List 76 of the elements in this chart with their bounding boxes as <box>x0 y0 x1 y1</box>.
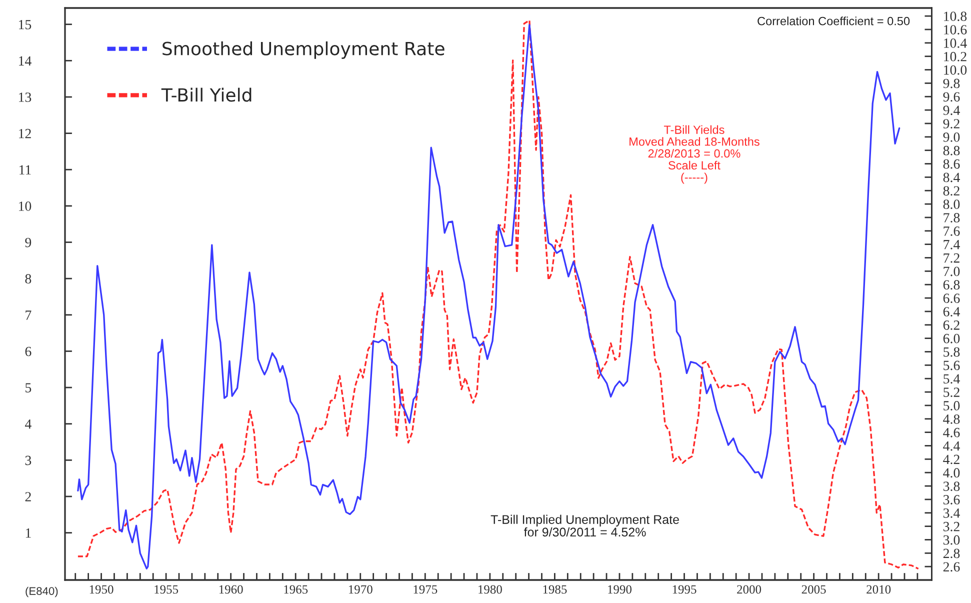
y-tick-label: 6 <box>25 346 32 356</box>
x-tick-label: 1995 <box>672 585 696 594</box>
y2-tick-label: 5.6 <box>944 360 960 370</box>
y-tick-label: 3 <box>25 456 32 466</box>
y-tick-label: 9 <box>25 238 32 248</box>
y2-tick-label: 9.8 <box>943 78 960 88</box>
y2-tick-label: 2.6 <box>943 562 960 572</box>
x-tick-label: 1970 <box>348 585 372 594</box>
x-tick-label: 1990 <box>608 585 632 594</box>
y-tick-label: 11 <box>20 165 31 174</box>
y2-tick-label: 9.0 <box>943 132 960 142</box>
y-tick-label: 4 <box>24 420 32 429</box>
y2-tick-label: 5.8 <box>944 347 960 357</box>
x-tick-label: 1985 <box>543 585 567 594</box>
y2-tick-label: 6.6 <box>943 294 960 304</box>
y-tick-label: 13 <box>19 92 32 102</box>
y2-tick-label: 9.4 <box>943 106 960 116</box>
y2-tick-label: 8.8 <box>943 146 960 156</box>
legend-label: Smoothed Unemployment Rate <box>162 41 444 59</box>
y2-tick-label: 5.2 <box>944 388 960 398</box>
y2-tick-label: 6.8 <box>943 280 960 290</box>
y2-tick-label: 6.4 <box>943 307 960 316</box>
y2-tick-label: 8.2 <box>943 186 960 196</box>
y2-tick-label: 8.4 <box>943 172 960 182</box>
y2-tick-label: 4.2 <box>943 454 960 464</box>
y2-tick-label: 10.2 <box>944 52 966 62</box>
legend-label: T-Bill Yield <box>161 88 252 102</box>
y-tick-label: 7 <box>26 310 32 320</box>
x-tick-label: 1960 <box>219 585 243 594</box>
x-tick-label: 1965 <box>284 585 308 594</box>
y2-tick-label: 4.8 <box>943 414 960 424</box>
y2-tick-label: 3.6 <box>943 495 960 504</box>
y2-tick-label: 4.0 <box>943 468 960 478</box>
x-tick-label: 1980 <box>478 585 502 594</box>
y2-tick-label: 3.8 <box>943 482 960 492</box>
y2-tick-label: 9.2 <box>943 119 960 128</box>
y2-tick-label: 4.6 <box>943 428 960 438</box>
y2-tick-label: 6.2 <box>943 320 960 330</box>
y2-tick-label: 3.4 <box>943 508 960 518</box>
y2-tick-label: 10.8 <box>944 12 967 22</box>
annotation: Correlation Coefficient = 0.50 <box>758 16 910 26</box>
y2-tick-label: 6.0 <box>943 334 960 344</box>
y-tick-label: 12 <box>19 128 31 138</box>
y2-tick-label: 7.6 <box>944 226 960 236</box>
y-tick-label: 10 <box>19 202 32 211</box>
text: (E840) <box>26 586 58 598</box>
y2-tick-label: 10.6 <box>944 25 967 34</box>
x-tick-label: 2000 <box>737 585 762 594</box>
y-tick-label: 1 <box>26 528 31 538</box>
y2-tick-label: 4.4 <box>943 441 960 451</box>
y-tick-label: 5 <box>26 383 32 392</box>
y2-tick-label: 5.4 <box>944 374 960 384</box>
y-tick-label: 15 <box>19 20 32 30</box>
y-tick-label: 8 <box>25 274 32 284</box>
y2-tick-label: 9.6 <box>943 92 960 102</box>
x-tick-label: 2010 <box>866 585 891 594</box>
x-tick-label: 1955 <box>154 585 178 594</box>
x-tick-label: 2005 <box>802 585 826 594</box>
y2-tick-label: 10.4 <box>944 38 967 48</box>
y2-tick-label: 2.8 <box>943 548 960 558</box>
y2-tick-label: 5.0 <box>944 401 960 410</box>
y2-tick-label: 3.0 <box>943 535 960 545</box>
x-tick-label: 1950 <box>90 585 114 594</box>
x-tick-label: 1975 <box>414 585 438 594</box>
y2-tick-label: 7.2 <box>944 253 960 263</box>
y-tick-label: 14 <box>19 56 32 66</box>
annotation: T-Bill Implied Unemployment Rate for 9/30/2011 = 4.52% <box>490 514 679 537</box>
y2-tick-label: 8.0 <box>943 200 960 210</box>
y2-tick-label: 7.8 <box>944 213 960 222</box>
y2-tick-label: 7.0 <box>944 266 960 276</box>
y2-tick-label: 8.6 <box>943 159 960 169</box>
annotation: T-Bill Yields Moved Ahead 18-Months 2/28/2013 = 0.0% Scale Left (-----) <box>630 125 760 184</box>
y2-tick-label: 10.0 <box>944 65 967 75</box>
y-tick-label: 2 <box>25 492 31 502</box>
y2-tick-label: 7.4 <box>944 240 960 250</box>
y2-tick-label: 3.2 <box>943 522 960 532</box>
